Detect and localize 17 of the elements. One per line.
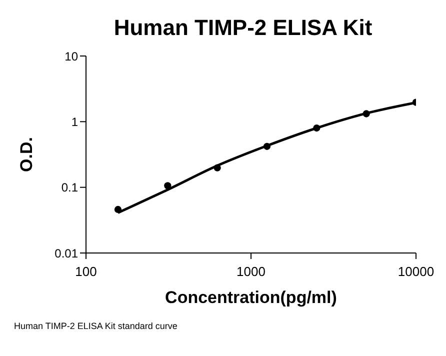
x-tick-label: 1000: [236, 264, 266, 280]
y-tick-label: 0.01: [54, 246, 78, 260]
point: [114, 206, 122, 214]
chart-title: Human TIMP-2 ELISA Kit: [112, 14, 374, 42]
x-tick-label: 100: [75, 264, 97, 280]
point: [362, 110, 370, 118]
point: [313, 124, 320, 132]
x-tick-label: 10000: [398, 264, 434, 280]
y-tick-label: 1: [71, 114, 78, 129]
point: [164, 182, 172, 190]
y-tick-label: 0.1: [61, 180, 78, 195]
y-axis-title: O.D.: [17, 137, 36, 172]
x-axis-title: Concentration(pg/ml): [165, 288, 337, 307]
point: [263, 142, 271, 150]
point: [214, 164, 221, 172]
text: Human TIMP-2 ELISA Kit standard curve: [14, 321, 178, 331]
y-tick-label: 10: [64, 49, 78, 64]
